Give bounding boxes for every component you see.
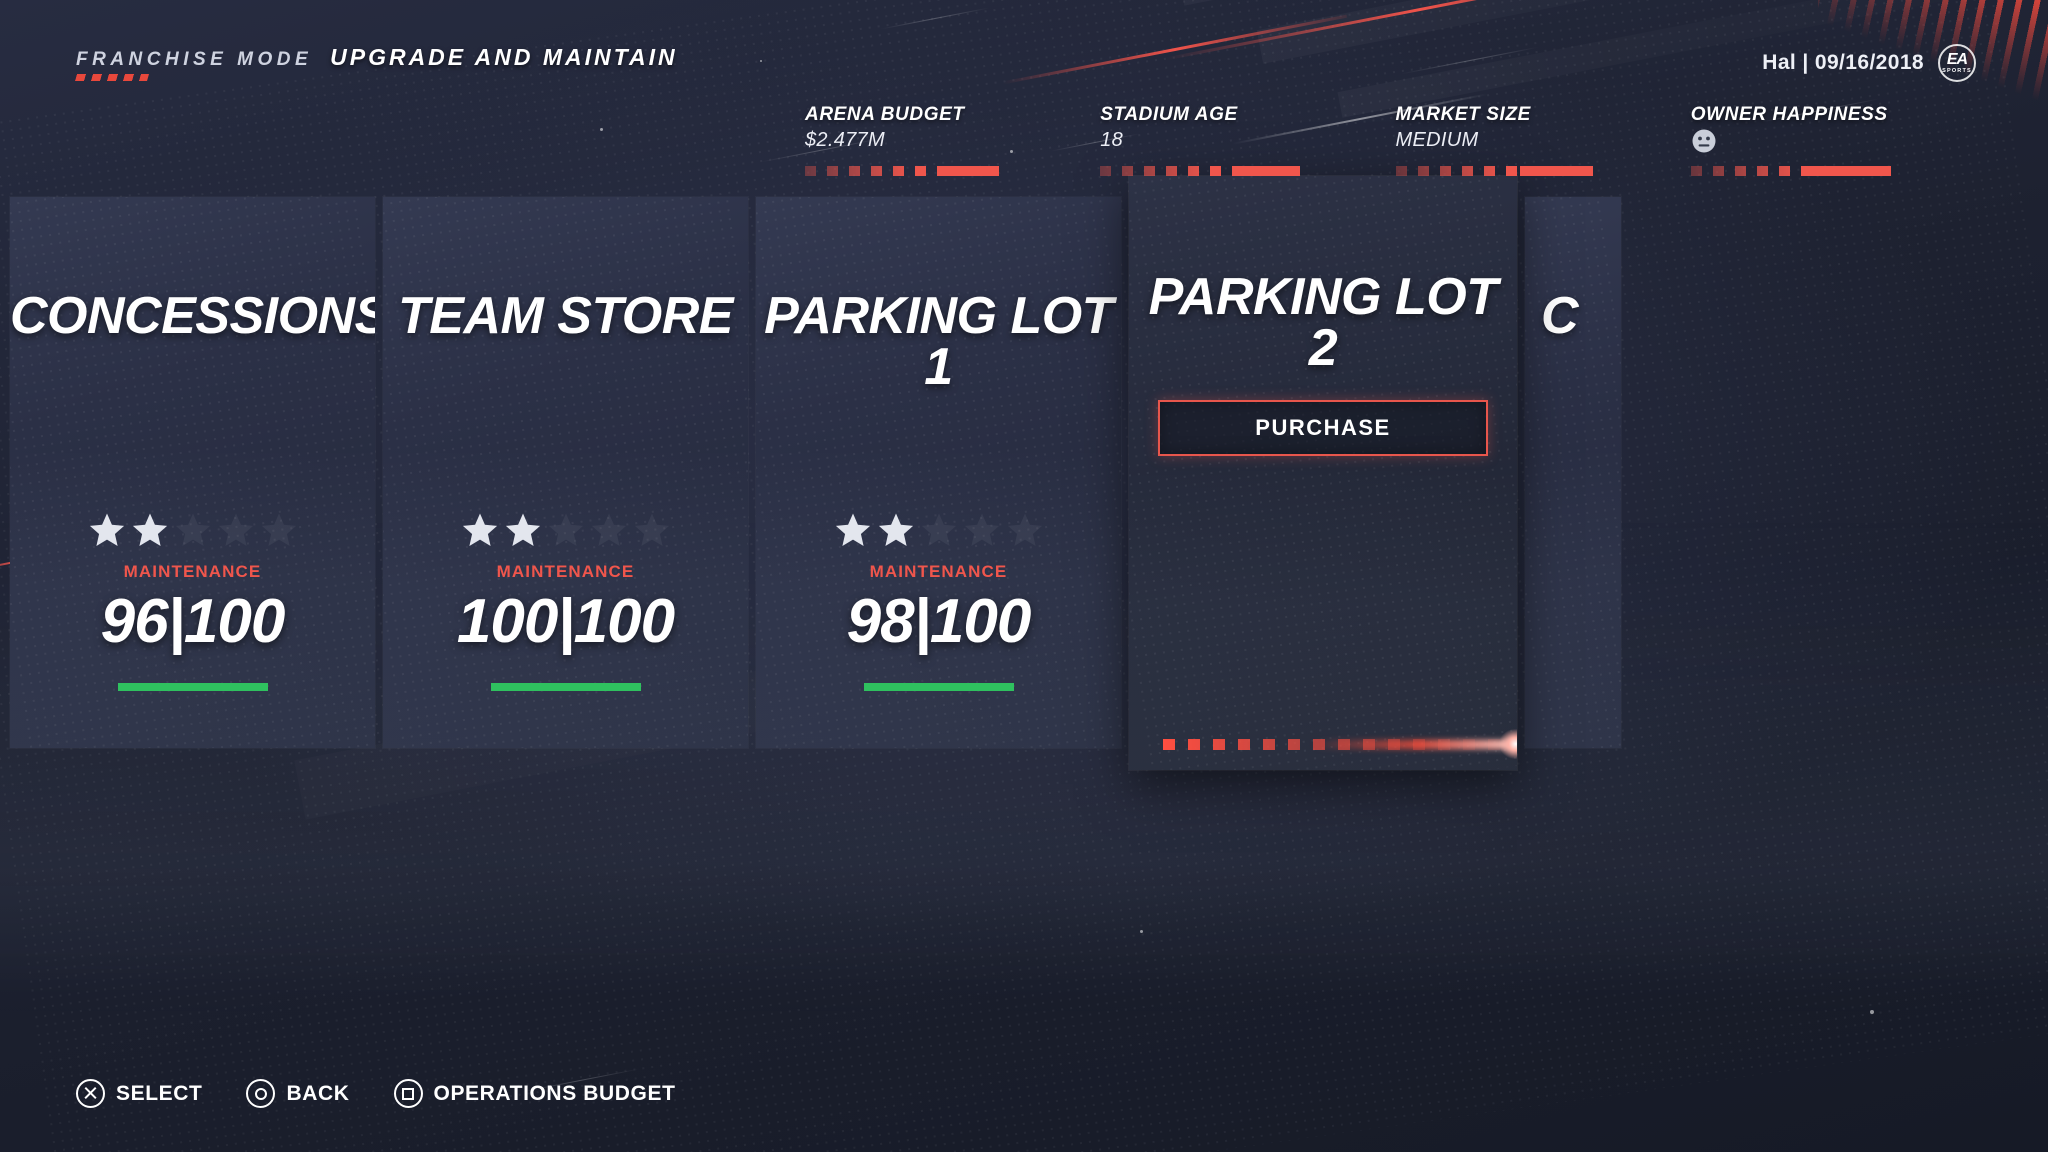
star-empty-icon [548, 513, 583, 546]
user-date-area: Hal | 09/16/2018 EA SPORTS [1762, 44, 1976, 82]
stat-progress-bar [805, 166, 999, 176]
star-filled-icon [462, 513, 497, 546]
background-speck [760, 60, 762, 62]
action-hint-select[interactable]: SELECT [76, 1079, 202, 1108]
ea-sports-logo-icon: EA SPORTS [1938, 44, 1976, 82]
facility-card-row: CONCESSIONS MAINTENANCE 96|100 TEAM STORE MA… [10, 176, 1621, 770]
maintenance-label: MAINTENANCE [869, 562, 1008, 581]
maintenance-score: 98|100 [846, 587, 1032, 656]
card-title: C [1541, 287, 1579, 345]
stat-label: STADIUM AGE [1100, 104, 1238, 125]
stat-arena-budget: ARENA BUDGET $2.477M [805, 104, 1100, 176]
star-filled-icon [878, 513, 913, 546]
purchase-button[interactable]: PURCHASE [1158, 399, 1488, 456]
stats-bar: ARENA BUDGET $2.477M STADIUM AGE 18 MARKET S… [805, 104, 1986, 176]
page-title: UPGRADE AND MAINTAIN [330, 44, 678, 70]
stat-owner-happiness: OWNER HAPPINESS [1690, 104, 1986, 176]
facility-card[interactable]: C [1525, 197, 1621, 748]
card-title: CONCESSIONS [10, 287, 375, 345]
action-hint-bar: SELECT BACK OPERATIONS BUDGET [76, 1079, 676, 1108]
breadcrumb: FRANCHISE MODE UPGRADE AND MAINTAIN [76, 44, 678, 71]
stat-bar-fill [1810, 166, 1891, 176]
action-hint-label: SELECT [116, 1081, 203, 1105]
stat-progress-bar [1100, 166, 1301, 176]
page-header: FRANCHISE MODE UPGRADE AND MAINTAIN Hal … [0, 0, 2048, 100]
maintenance-label: MAINTENANCE [123, 562, 262, 581]
action-hint-label: OPERATIONS BUDGET [433, 1081, 676, 1105]
star-rating [461, 511, 671, 549]
playstation-circle-icon [246, 1079, 276, 1108]
condition-bar [117, 683, 268, 691]
stat-progress-bar [1690, 166, 1891, 176]
stat-value: 18 [1100, 129, 1124, 151]
card-title: TEAM STORE [398, 287, 733, 345]
facility-card[interactable]: PARKING LOT 2 PURCHASE [1129, 176, 1517, 770]
card-photo-ghost [1525, 448, 1621, 748]
playstation-square-icon [393, 1079, 423, 1108]
maintenance-label: MAINTENANCE [496, 562, 635, 581]
stat-bar-fill [944, 166, 999, 176]
card-photo-ghost [383, 448, 748, 748]
background-speck [600, 128, 603, 131]
stat-progress-bar [1395, 166, 1594, 176]
glow-bar-highlight [1499, 729, 1517, 759]
star-empty-icon [591, 513, 626, 546]
background-speck [1870, 1010, 1874, 1014]
stat-bar-dashes [1100, 166, 1301, 176]
condition-bar [490, 683, 641, 691]
neutral-face-icon [1692, 129, 1716, 153]
facility-card[interactable]: PARKING LOT 1 MAINTENANCE 98|100 [756, 197, 1121, 748]
stat-bar-dashes [805, 166, 999, 176]
stat-bar-dashes [1395, 166, 1594, 176]
stat-bar-dashes [1690, 166, 1891, 176]
stat-market-size: MARKET SIZE MEDIUM [1395, 104, 1691, 176]
stat-value: MEDIUM [1395, 129, 1479, 151]
maintenance-score: 96|100 [100, 587, 286, 656]
background-speck [1010, 150, 1013, 153]
stat-bar-fill [1236, 166, 1301, 176]
user-and-date: Hal | 09/16/2018 [1762, 51, 1924, 74]
star-empty-icon [921, 513, 956, 546]
title-dash-decor [74, 74, 150, 81]
corner-stripe-decor [1818, 0, 2048, 100]
facility-card[interactable]: TEAM STORE MAINTENANCE 100|100 [383, 197, 748, 748]
star-filled-icon [89, 513, 124, 546]
star-empty-icon [261, 513, 296, 546]
star-empty-icon [964, 513, 999, 546]
playstation-cross-icon [76, 1079, 105, 1108]
card-photo-ghost [756, 448, 1121, 748]
ea-logo-sports-text: SPORTS [1942, 67, 1972, 74]
card-title: PARKING LOT 1 [764, 287, 1113, 396]
star-empty-icon [634, 513, 669, 546]
star-filled-icon [505, 513, 540, 546]
star-rating [88, 511, 298, 549]
star-rating [834, 511, 1044, 549]
star-empty-icon [218, 513, 253, 546]
action-hint-label: BACK [286, 1081, 350, 1105]
facility-card[interactable]: CONCESSIONS MAINTENANCE 96|100 [10, 197, 375, 748]
mode-label: FRANCHISE MODE [76, 49, 313, 70]
selected-card-glow-bar [1163, 729, 1517, 759]
stat-stadium-age: STADIUM AGE 18 [1100, 104, 1395, 176]
glow-bar-beam [1311, 740, 1517, 749]
card-photo-ghost [1129, 470, 1517, 770]
stat-label: OWNER HAPPINESS [1690, 104, 1888, 125]
condition-bar [863, 683, 1014, 691]
stat-label: ARENA BUDGET [805, 104, 965, 125]
maintenance-score: 100|100 [456, 587, 675, 656]
stat-bar-fill [1520, 166, 1594, 176]
background-speck [1140, 930, 1143, 933]
action-hint-operations-budget[interactable]: OPERATIONS BUDGET [393, 1079, 676, 1108]
star-empty-icon [175, 513, 210, 546]
action-hint-back[interactable]: BACK [246, 1079, 349, 1108]
ea-logo-text: EA [1946, 50, 1968, 68]
star-empty-icon [1007, 513, 1042, 546]
card-title: PARKING LOT 2 [1148, 268, 1498, 377]
card-photo-ghost [10, 448, 375, 748]
star-filled-icon [132, 513, 167, 546]
star-filled-icon [835, 513, 870, 546]
stat-value: $2.477M [805, 129, 885, 151]
stat-label: MARKET SIZE [1395, 104, 1531, 125]
